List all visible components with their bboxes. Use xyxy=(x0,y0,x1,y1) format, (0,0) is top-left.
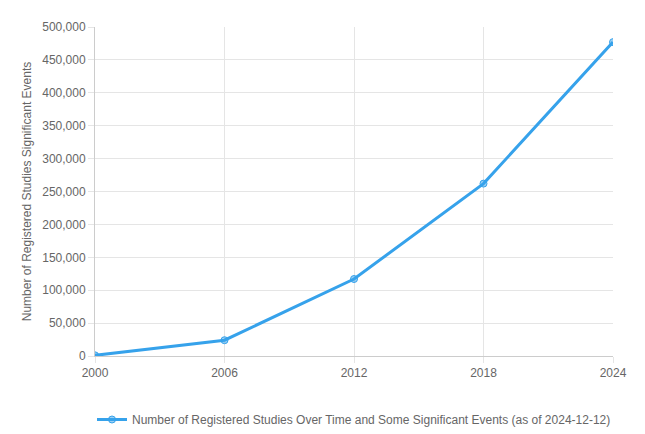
svg-text:250,000: 250,000 xyxy=(42,185,86,199)
svg-text:2018: 2018 xyxy=(470,366,497,380)
svg-text:450,000: 450,000 xyxy=(42,53,86,67)
svg-text:300,000: 300,000 xyxy=(42,152,86,166)
svg-text:350,000: 350,000 xyxy=(42,119,86,133)
svg-text:200,000: 200,000 xyxy=(42,218,86,232)
svg-text:100,000: 100,000 xyxy=(42,283,86,297)
svg-text:50,000: 50,000 xyxy=(49,316,86,330)
svg-text:Number of Registered Studies O: Number of Registered Studies Over Time a… xyxy=(132,413,610,427)
svg-text:2012: 2012 xyxy=(341,366,368,380)
svg-text:Number of Registered Studies S: Number of Registered Studies Significant… xyxy=(20,62,34,321)
svg-text:2000: 2000 xyxy=(82,366,109,380)
svg-text:0: 0 xyxy=(79,349,86,363)
svg-text:400,000: 400,000 xyxy=(42,86,86,100)
svg-text:500,000: 500,000 xyxy=(42,20,86,34)
svg-text:150,000: 150,000 xyxy=(42,250,86,264)
svg-text:2006: 2006 xyxy=(211,366,238,380)
svg-text:2024: 2024 xyxy=(600,366,627,380)
